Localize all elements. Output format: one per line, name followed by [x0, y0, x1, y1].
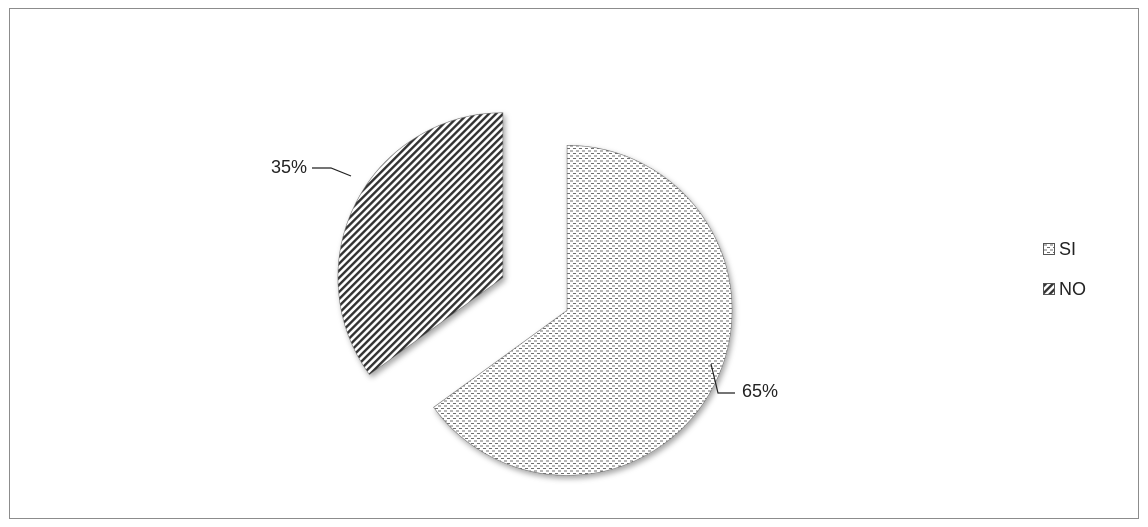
leader-line-no — [312, 167, 352, 177]
legend-label-si: SI — [1059, 238, 1077, 259]
legend-swatch-si — [1043, 243, 1055, 255]
data-label-no: 35% — [271, 157, 307, 177]
leader-line-si — [710, 363, 735, 394]
data-label-si: 65% — [742, 381, 778, 401]
pie-slice-si — [433, 145, 733, 476]
legend-item-si: SI — [1043, 238, 1086, 260]
legend: SI NO — [1043, 238, 1086, 318]
legend-label-no: NO — [1059, 278, 1086, 299]
legend-swatch-no — [1043, 283, 1055, 295]
legend-item-no: NO — [1043, 278, 1086, 300]
pie-slice-no — [337, 112, 504, 376]
